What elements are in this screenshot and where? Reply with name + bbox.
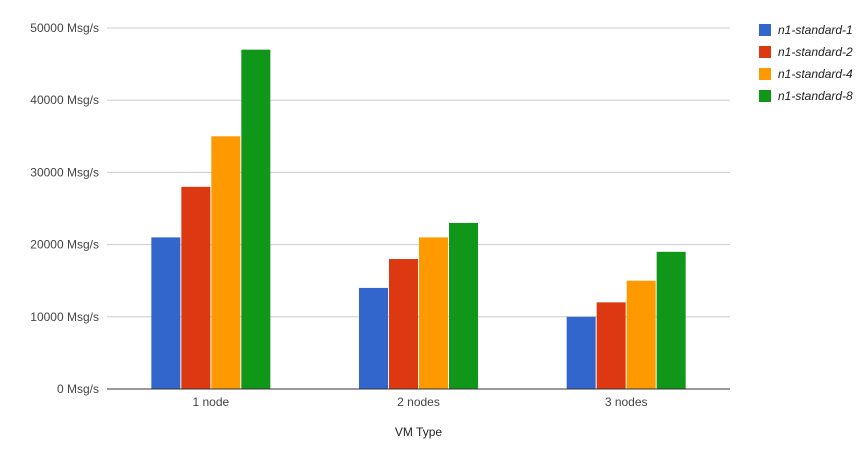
bar: [359, 287, 388, 389]
x-tick-label: 2 nodes: [397, 395, 440, 409]
y-tick-label: 40000 Msg/s: [30, 93, 99, 107]
bar: [566, 316, 596, 389]
legend-swatch: [759, 68, 771, 80]
y-tick-label: 50000 Msg/s: [30, 21, 99, 35]
x-axis-title: VM Type: [395, 425, 442, 439]
y-tick-label: 20000 Msg/s: [30, 238, 99, 252]
y-tick-label: 30000 Msg/s: [30, 165, 99, 179]
bars: [151, 49, 686, 389]
bar: [241, 49, 271, 389]
x-tick-label: 3 nodes: [605, 395, 648, 409]
bar: [449, 222, 478, 389]
bar: [151, 237, 181, 389]
bar: [389, 259, 418, 389]
bar: [656, 251, 686, 389]
legend-swatch: [759, 46, 771, 58]
bar: [211, 136, 241, 389]
gridlines: [107, 27, 730, 318]
legend-label: n1-standard-8: [778, 89, 853, 103]
bar: [419, 237, 448, 389]
legend-label: n1-standard-1: [778, 23, 853, 37]
y-tick-label: 10000 Msg/s: [30, 310, 99, 324]
legend-label: n1-standard-2: [778, 45, 853, 59]
x-tick-label: 1 node: [192, 395, 229, 409]
legend-swatch: [759, 24, 771, 36]
legend-label: n1-standard-4: [778, 67, 853, 81]
y-axis-ticks: 0 Msg/s 10000 Msg/s 20000 Msg/s 30000 Msg/s…: [30, 21, 99, 396]
bar: [181, 186, 211, 389]
legend: n1-standard-1 n1-standard-2 n1-standard-4 n…: [759, 23, 853, 103]
bar: [626, 280, 656, 389]
y-tick-label: 0 Msg/s: [57, 382, 99, 396]
legend-swatch: [759, 90, 771, 102]
bar: [596, 302, 626, 389]
x-axis-ticks: 1 node 2 nodes 3 nodes: [192, 395, 647, 409]
